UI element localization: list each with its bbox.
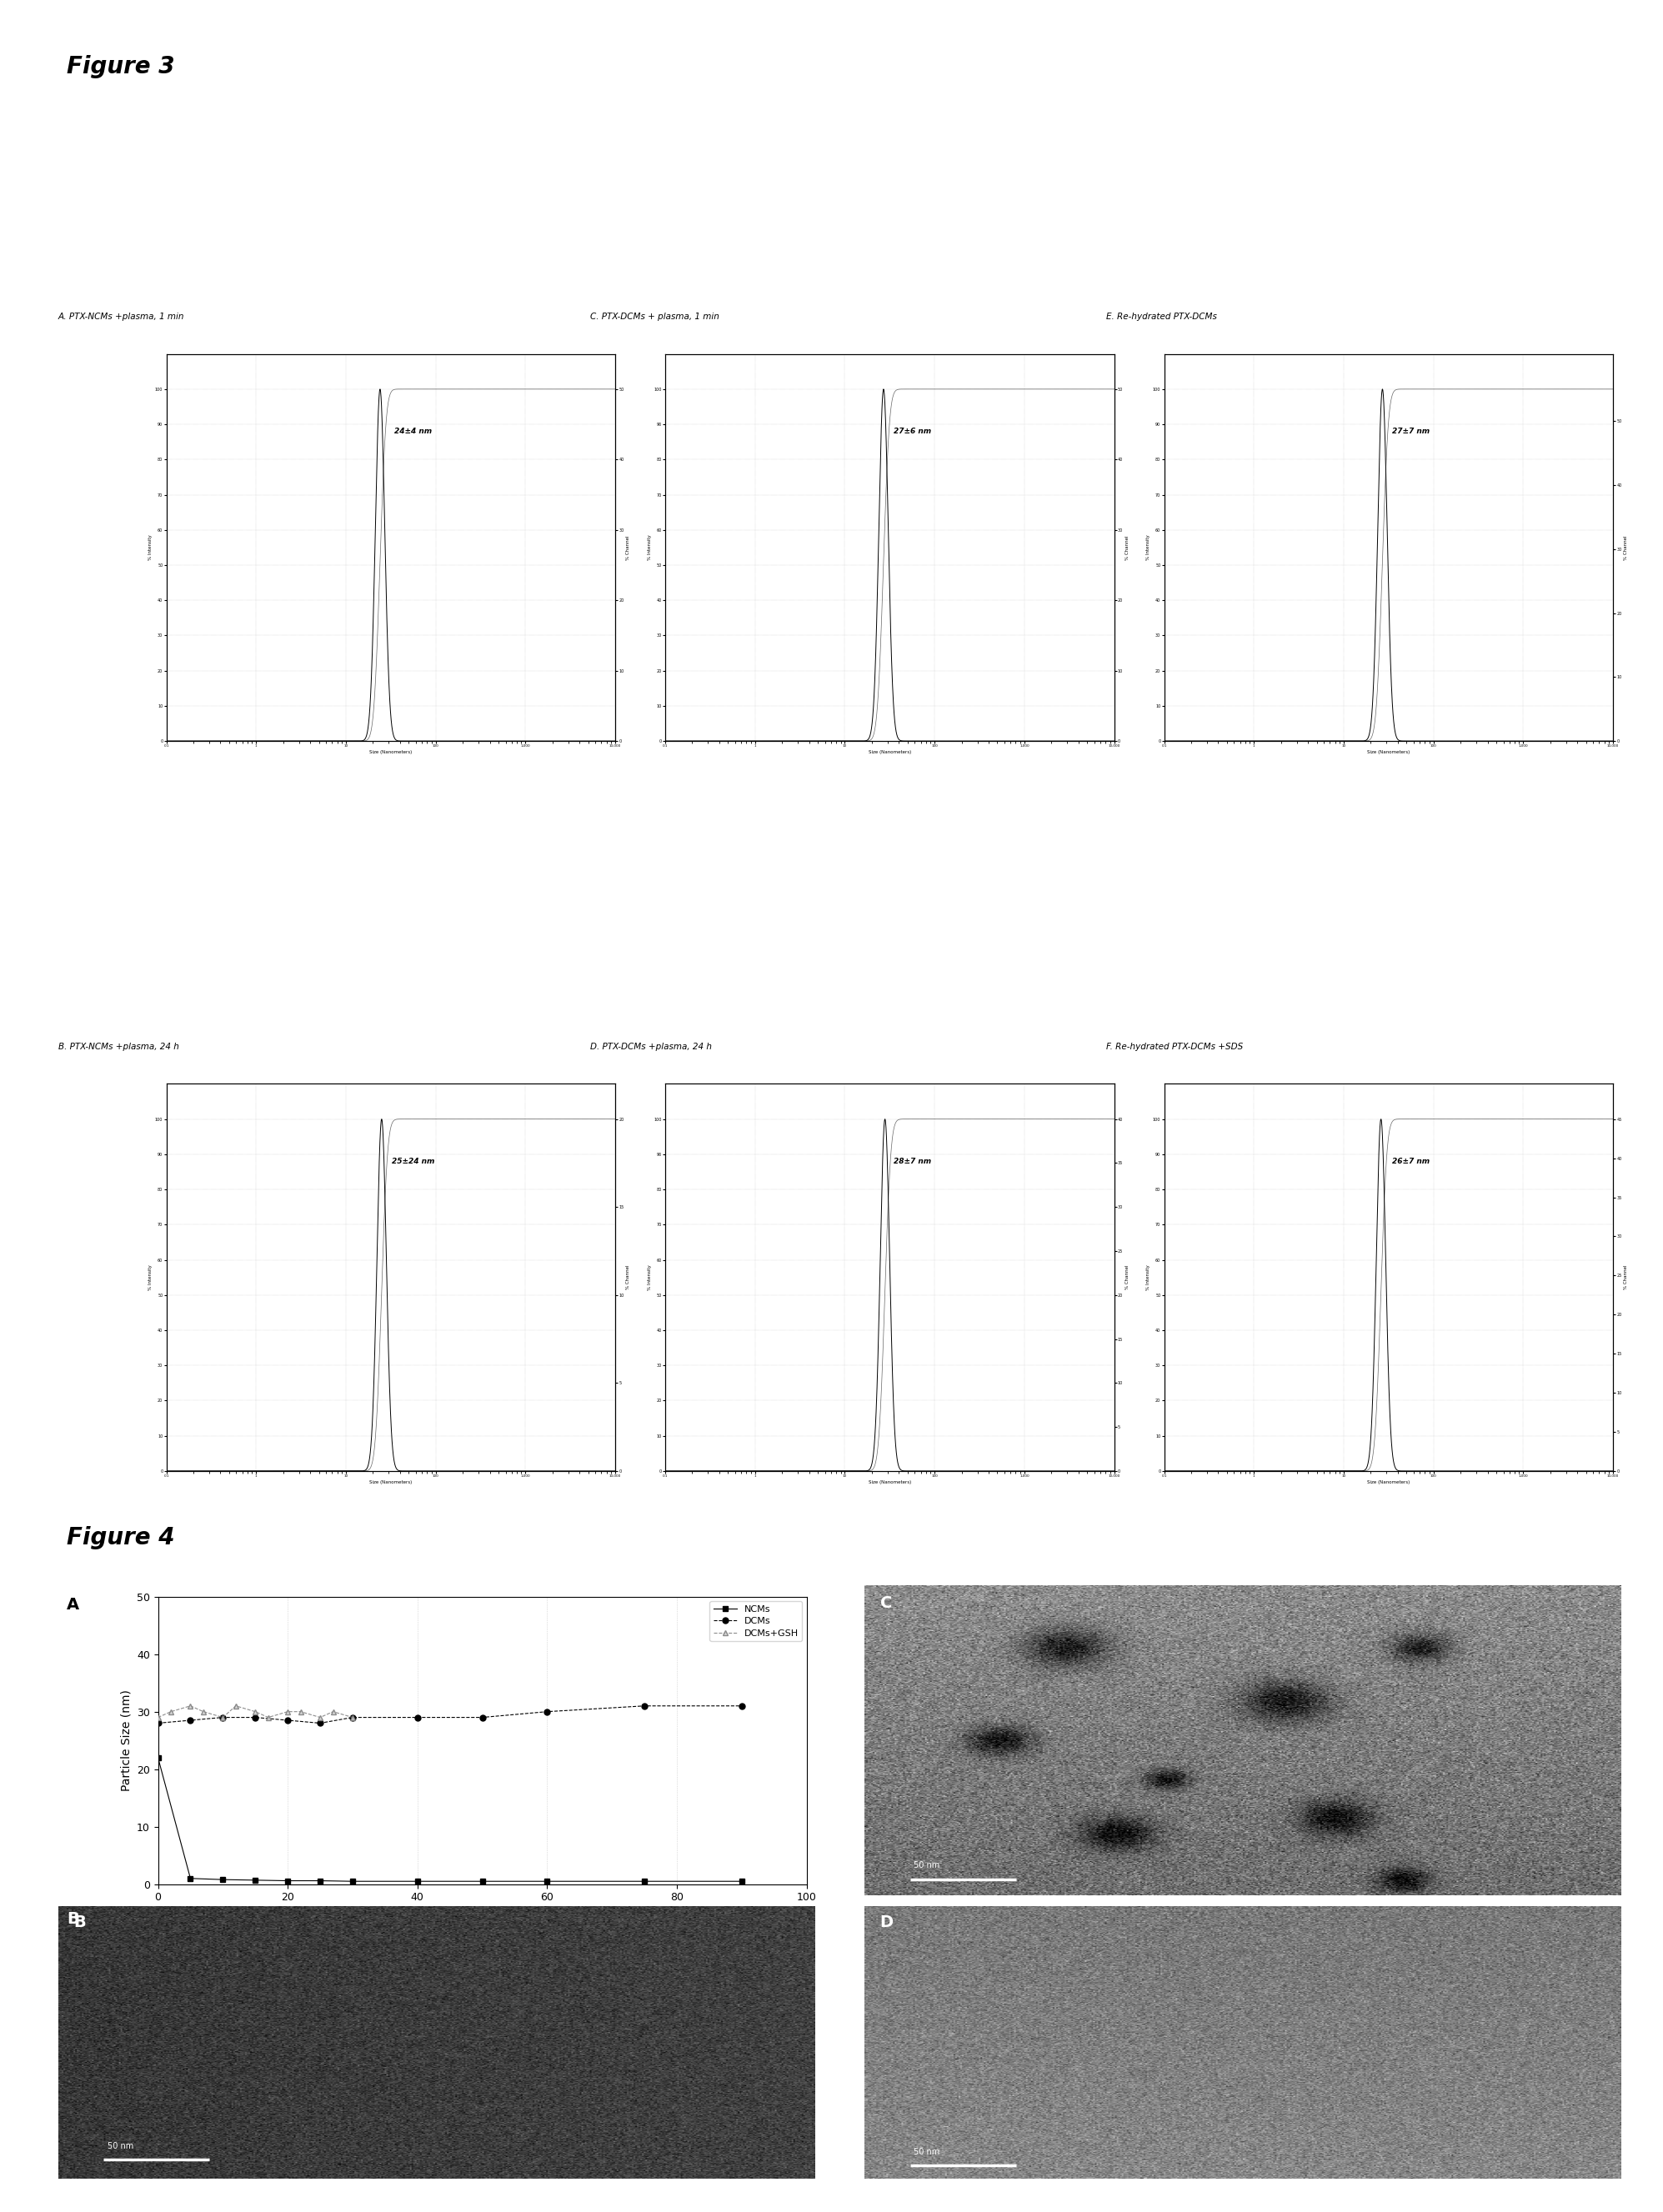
DCMs+GSH [213, 1703, 233, 1730]
Y-axis label: % Channel: % Channel [1625, 535, 1628, 560]
Text: F. Re-hydrated PTX-DCMs +SDS: F. Re-hydrated PTX-DCMs +SDS [1106, 1042, 1242, 1051]
Line: DCMs: DCMs [155, 1703, 745, 1725]
Text: B: B [67, 1911, 78, 1927]
DCMs [148, 1710, 168, 1736]
Y-axis label: Particle Size (nm): Particle Size (nm) [120, 1690, 131, 1792]
DCMs [537, 1699, 557, 1725]
DCMs+GSH [343, 1703, 363, 1730]
X-axis label: Size (Nanometers): Size (Nanometers) [369, 750, 412, 754]
Y-axis label: % Channel: % Channel [627, 1265, 630, 1290]
Text: 25±24 nm: 25±24 nm [392, 1157, 434, 1166]
NCMs [309, 1867, 329, 1893]
Line: DCMs+GSH: DCMs+GSH [156, 1703, 354, 1719]
Y-axis label: % Intensity: % Intensity [1146, 1265, 1151, 1290]
Text: 24±4 nm: 24±4 nm [394, 427, 432, 436]
Text: A: A [67, 1597, 80, 1613]
Text: C: C [880, 1595, 891, 1610]
Y-axis label: % Channel: % Channel [1126, 535, 1129, 560]
DCMs+GSH [148, 1703, 168, 1730]
Text: 26±7 nm: 26±7 nm [1392, 1157, 1430, 1166]
Text: D. PTX-DCMs +plasma, 24 h: D. PTX-DCMs +plasma, 24 h [590, 1042, 712, 1051]
Text: D: D [880, 1913, 893, 1931]
NCMs [537, 1867, 557, 1893]
DCMs [472, 1703, 492, 1730]
DCMs [732, 1692, 752, 1719]
DCMs+GSH [278, 1699, 298, 1725]
Y-axis label: % Channel: % Channel [1625, 1265, 1628, 1290]
Y-axis label: % Channel: % Channel [1126, 1265, 1129, 1290]
DCMs [278, 1708, 298, 1734]
NCMs [732, 1867, 752, 1893]
Text: 50 nm: 50 nm [915, 1860, 940, 1869]
X-axis label: Size (Nanometers): Size (Nanometers) [369, 1480, 412, 1484]
NCMs [278, 1867, 298, 1893]
DCMs [343, 1703, 363, 1730]
DCMs+GSH [226, 1692, 246, 1719]
X-axis label: Size (Nanometers): Size (Nanometers) [1367, 1480, 1410, 1484]
DCMs [246, 1703, 266, 1730]
Text: 27±7 nm: 27±7 nm [1392, 427, 1430, 436]
NCMs [213, 1867, 233, 1893]
Text: 50 nm: 50 nm [915, 2148, 940, 2157]
Line: NCMs: NCMs [155, 1754, 745, 1885]
Text: Figure 4: Figure 4 [67, 1526, 175, 1551]
DCMs+GSH [291, 1699, 311, 1725]
NCMs [246, 1867, 266, 1893]
Text: B. PTX-NCMs +plasma, 24 h: B. PTX-NCMs +plasma, 24 h [58, 1042, 180, 1051]
Y-axis label: % Intensity: % Intensity [647, 1265, 652, 1290]
DCMs+GSH [309, 1703, 329, 1730]
DCMs+GSH [180, 1692, 201, 1719]
X-axis label: Size (Nanometers): Size (Nanometers) [868, 1480, 911, 1484]
DCMs+GSH [323, 1699, 343, 1725]
Y-axis label: % Intensity: % Intensity [1146, 535, 1151, 560]
Text: C. PTX-DCMs + plasma, 1 min: C. PTX-DCMs + plasma, 1 min [590, 312, 720, 321]
Text: B: B [73, 1913, 85, 1931]
DCMs+GSH [246, 1699, 266, 1725]
NCMs [472, 1867, 492, 1893]
Text: 28±7 nm: 28±7 nm [893, 1157, 931, 1166]
Y-axis label: % Channel: % Channel [627, 535, 630, 560]
Text: Figure 3: Figure 3 [67, 55, 175, 80]
Text: 50 nm: 50 nm [108, 2141, 133, 2150]
Text: A. PTX-NCMs +plasma, 1 min: A. PTX-NCMs +plasma, 1 min [58, 312, 185, 321]
DCMs+GSH [258, 1703, 278, 1730]
X-axis label: Size (Nanometers): Size (Nanometers) [1367, 750, 1410, 754]
Y-axis label: % Intensity: % Intensity [148, 1265, 153, 1290]
Y-axis label: % Intensity: % Intensity [148, 535, 153, 560]
DCMs [635, 1692, 655, 1719]
DCMs [213, 1703, 233, 1730]
DCMs+GSH [161, 1699, 181, 1725]
Text: E. Re-hydrated PTX-DCMs: E. Re-hydrated PTX-DCMs [1106, 312, 1217, 321]
DCMs [180, 1708, 201, 1734]
NCMs [407, 1867, 427, 1893]
Text: 27±6 nm: 27±6 nm [893, 427, 931, 436]
X-axis label: Size (Nanometers): Size (Nanometers) [868, 750, 911, 754]
NCMs [180, 1865, 201, 1891]
DCMs+GSH [193, 1699, 213, 1725]
DCMs [407, 1703, 427, 1730]
Legend: NCMs, DCMs, DCMs+GSH: NCMs, DCMs, DCMs+GSH [710, 1601, 802, 1641]
NCMs [635, 1867, 655, 1893]
NCMs [343, 1867, 363, 1893]
DCMs [309, 1710, 329, 1736]
NCMs [148, 1745, 168, 1772]
X-axis label: Time (min): Time (min) [447, 1907, 517, 1920]
Y-axis label: % Intensity: % Intensity [647, 535, 652, 560]
